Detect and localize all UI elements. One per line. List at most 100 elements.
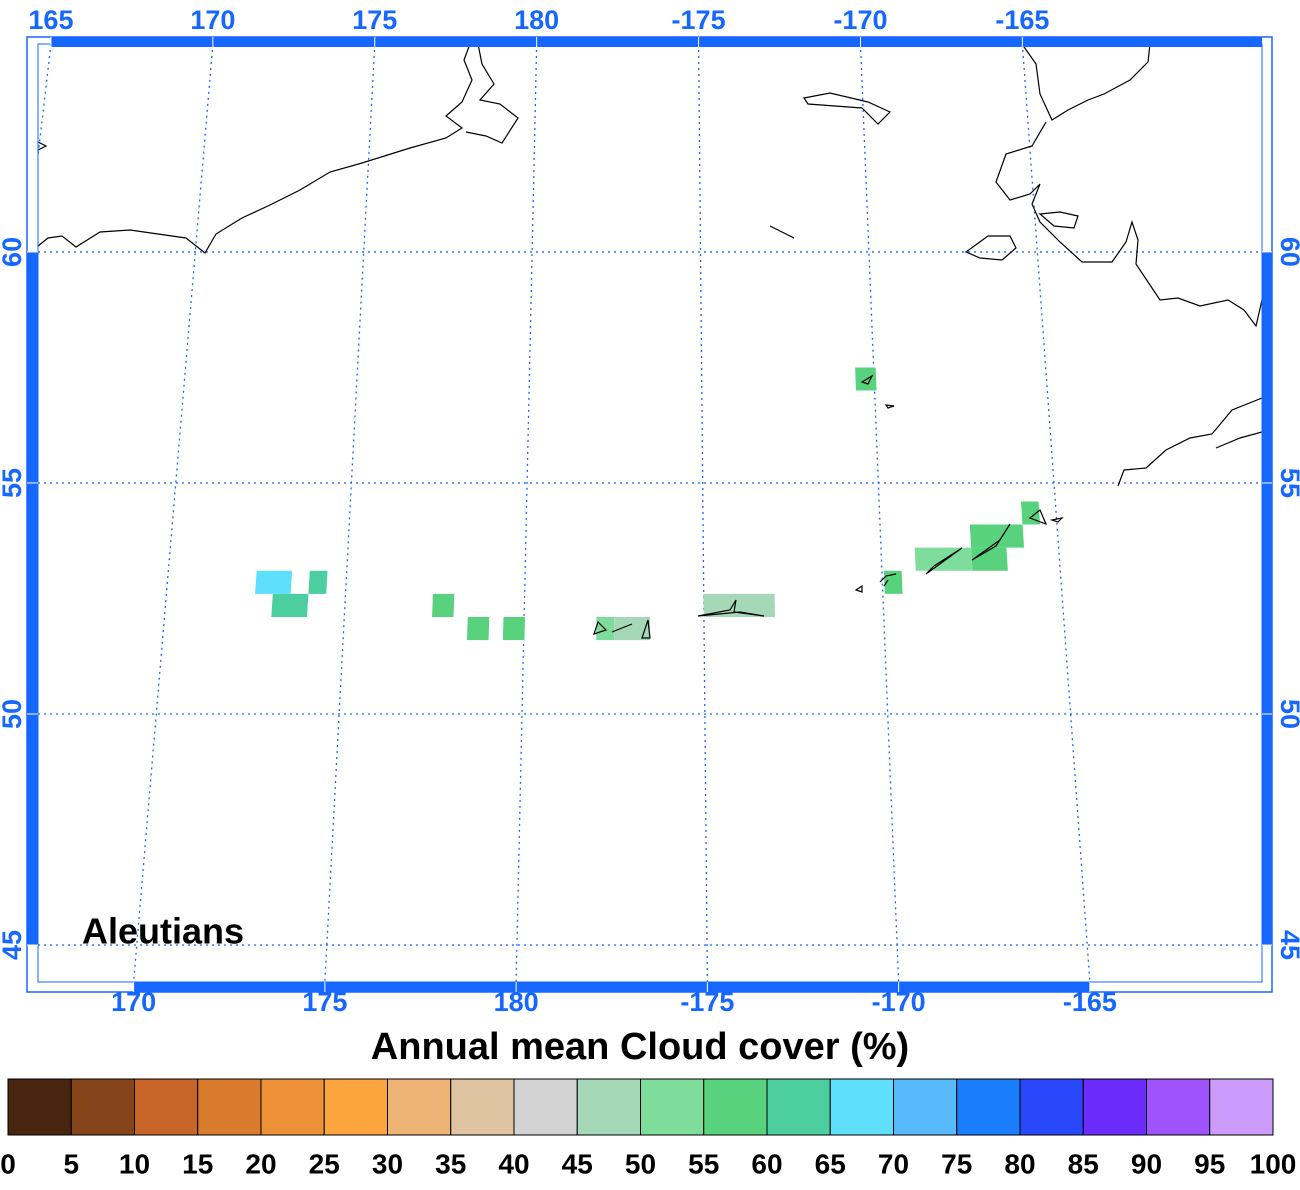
left-axis-bar <box>27 251 38 946</box>
colorbar-tick-label: 50 <box>625 1148 656 1179</box>
lon-grid-line <box>697 44 709 982</box>
coastline <box>964 235 1017 261</box>
colorbar: 0 5 10 15 20 25 30 35 40 45 50 55 60 65 70 75 80 85 90 95 10… <box>0 1078 1297 1179</box>
cell-layer <box>255 367 1041 641</box>
coastline <box>925 523 1011 575</box>
coastline <box>1215 431 1262 449</box>
cloud-cover-cell <box>467 616 490 641</box>
colorbar-tick-label: 80 <box>1004 1148 1035 1179</box>
cloud-cover-cell <box>883 570 903 594</box>
colorbar-box <box>70 1078 135 1136</box>
region-label: Aleutians <box>82 911 244 952</box>
colorbar-tick-label: 90 <box>1131 1148 1162 1179</box>
colorbar-tick-label: 25 <box>309 1148 340 1179</box>
coastline <box>1117 397 1262 487</box>
coastline <box>38 141 48 151</box>
cloud-cover-cell <box>432 593 455 617</box>
coastline <box>860 374 895 409</box>
lon-grid-line <box>38 44 52 162</box>
colorbar-box <box>640 1078 705 1136</box>
left-lat-label: 50 <box>0 699 27 729</box>
colorbar-box <box>197 1078 262 1136</box>
bottom-lon-label: 170 <box>111 987 156 1017</box>
coastline <box>769 225 795 239</box>
colorbar-tick-label: 20 <box>245 1148 276 1179</box>
top-lon-label: 180 <box>514 5 559 35</box>
lon-grid-line <box>859 44 900 982</box>
axis-layer: 165 170 175 180 -175 -170 -165 170 175 180 -175 -17… <box>0 5 1300 1017</box>
colorbar-box <box>1209 1078 1274 1136</box>
colorbar-box <box>703 1078 768 1136</box>
colorbar-tick-label: 85 <box>1068 1148 1099 1179</box>
coastline <box>1028 509 1064 526</box>
coastline <box>802 92 892 125</box>
outer-frame <box>26 36 1273 993</box>
colorbar-tick-label: 100 <box>1250 1148 1297 1179</box>
colorbar-box <box>893 1078 958 1136</box>
coastlines <box>38 44 1262 639</box>
left-lat-label: 55 <box>0 468 27 498</box>
coastline <box>697 599 765 617</box>
left-lat-label: 60 <box>0 237 27 267</box>
lon-grid-line <box>515 44 538 982</box>
top-lon-label: 170 <box>190 5 235 35</box>
top-lon-label: -170 <box>833 5 887 35</box>
colorbar-box <box>956 1078 1021 1136</box>
cloud-cover-cell <box>969 524 1025 548</box>
colorbar-box <box>829 1078 894 1136</box>
bottom-axis-bar <box>133 982 1090 992</box>
cloud-cover-cell <box>1021 501 1041 525</box>
bottom-lon-label: 180 <box>494 987 539 1017</box>
coastline <box>38 44 473 254</box>
colorbar-tick-label: 65 <box>815 1148 846 1179</box>
colorbar-box <box>134 1078 199 1136</box>
colorbar-box <box>260 1078 325 1136</box>
cloud-cover-cell <box>271 593 309 617</box>
top-axis-bar <box>50 37 1262 47</box>
colorbar-tick-label: 30 <box>372 1148 403 1179</box>
top-lon-label: -175 <box>672 5 726 35</box>
bottom-lon-label: -165 <box>1063 987 1117 1017</box>
lon-grid-line <box>324 44 376 982</box>
right-lat-label: 55 <box>1275 468 1300 498</box>
colorbar-box <box>450 1078 515 1136</box>
coastline <box>995 121 1262 328</box>
colorbar-tick-label: 35 <box>435 1148 466 1179</box>
colorbar-box <box>7 1078 72 1136</box>
colorbar-box <box>387 1078 452 1136</box>
cloud-cover-cell <box>971 547 1008 571</box>
coastline <box>593 619 651 639</box>
bottom-lon-label: 175 <box>302 987 347 1017</box>
colorbar-box <box>1146 1078 1211 1136</box>
right-lat-label: 60 <box>1275 237 1300 267</box>
colorbar-tick-label: 15 <box>182 1148 213 1179</box>
inner-frame <box>37 43 1263 983</box>
coastline <box>854 573 897 593</box>
right-lat-label: 45 <box>1275 930 1300 960</box>
colorbar-box <box>513 1078 578 1136</box>
colorbar-tick-label: 60 <box>751 1148 782 1179</box>
bottom-lon-label: -170 <box>872 987 926 1017</box>
lon-grid-line <box>132 44 214 982</box>
colorbar-tick-label: 5 <box>63 1148 79 1179</box>
colorbar-title: Annual mean Cloud cover (%) <box>371 1026 909 1068</box>
cloud-cover-cell <box>614 616 650 641</box>
colorbar-tick-label: 95 <box>1194 1148 1225 1179</box>
frame <box>26 36 1273 993</box>
right-lat-label: 50 <box>1275 699 1300 729</box>
grid-layer <box>38 44 1262 982</box>
top-lon-label: 175 <box>352 5 397 35</box>
colorbar-tick-label: 55 <box>688 1148 719 1179</box>
coastline <box>465 44 519 144</box>
colorbar-box <box>1082 1078 1147 1136</box>
colorbar-tick-label: 10 <box>119 1148 150 1179</box>
top-lon-label: 165 <box>28 5 73 35</box>
cloud-cover-cell <box>255 570 293 594</box>
top-lon-label: -165 <box>995 5 1049 35</box>
left-lat-label: 45 <box>0 930 27 960</box>
colorbar-box <box>1019 1078 1084 1136</box>
colorbar-tick-label: 45 <box>562 1148 593 1179</box>
colorbar-box <box>576 1078 641 1136</box>
